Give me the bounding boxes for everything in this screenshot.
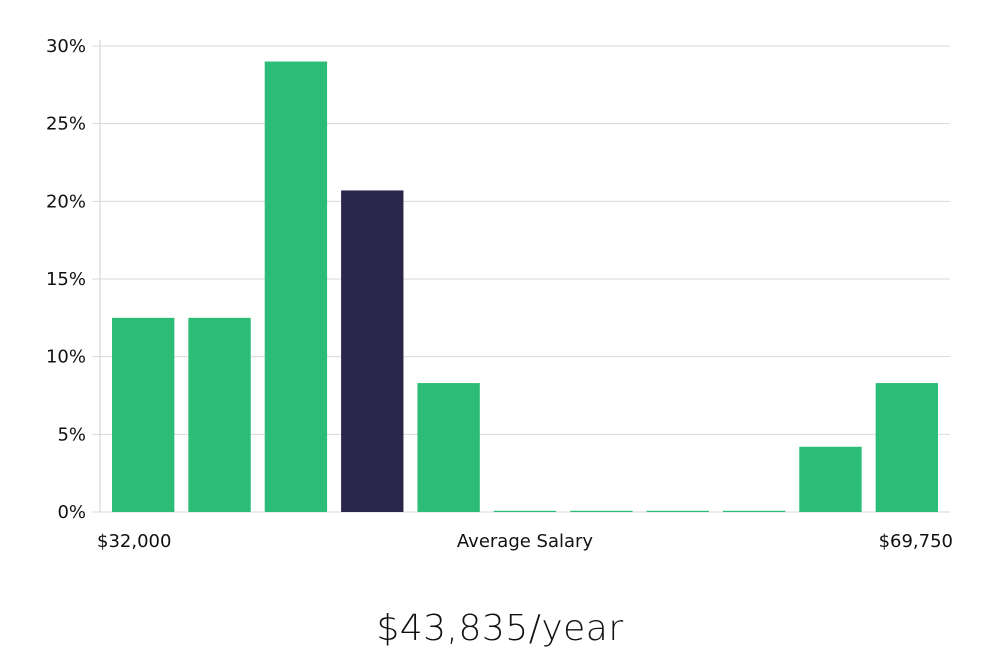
bar	[264, 61, 328, 513]
x-min-label: $32,000	[97, 531, 171, 552]
bar	[112, 317, 175, 512]
y-tick-label: 30%	[46, 36, 86, 57]
y-tick-label: 15%	[46, 269, 86, 290]
bar	[646, 510, 709, 512]
x-axis-title: Average Salary	[457, 531, 594, 552]
bar	[722, 510, 786, 512]
salary-histogram: 0% 5% 10% 15% 20% 25% 30% $32,000 Average Sala…	[46, 36, 953, 552]
y-tick-labels: 0% 5% 10% 15% 20% 25% 30%	[46, 36, 86, 523]
bar	[875, 383, 938, 512]
y-tick-label: 20%	[46, 191, 86, 212]
y-tick-label: 5%	[57, 424, 86, 445]
average-salary-value: $43,835/year	[376, 608, 624, 649]
x-max-label: $69,750	[879, 531, 953, 552]
bars	[112, 61, 938, 513]
bar	[188, 317, 251, 512]
y-tick-label: 25%	[46, 114, 86, 135]
bar	[799, 446, 862, 512]
y-tick-label: 0%	[57, 502, 86, 523]
y-tick-label: 10%	[46, 347, 86, 368]
bar-highlighted	[341, 190, 404, 512]
bar	[570, 510, 633, 512]
bar	[417, 383, 480, 512]
bar	[493, 510, 557, 512]
